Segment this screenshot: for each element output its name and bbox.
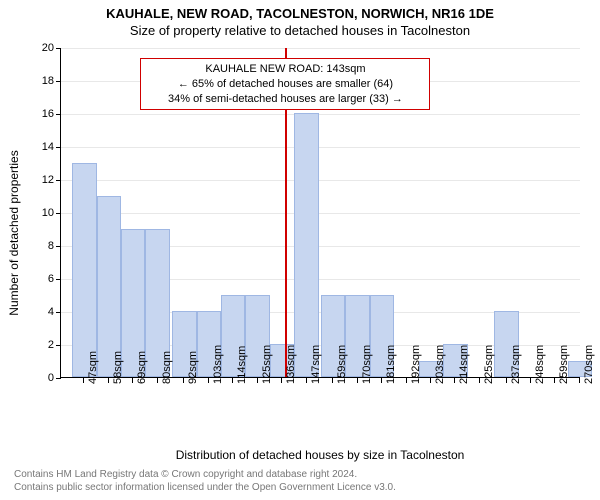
xtick-label: 237sqm — [510, 345, 522, 384]
xtick-label: 114sqm — [236, 346, 248, 384]
xtick-label: 225sqm — [483, 345, 495, 384]
callout-line3: 34% of semi-detached houses are larger (… — [147, 92, 423, 107]
xtick-mark — [183, 378, 184, 383]
xtick-mark — [83, 378, 84, 383]
xtick-mark — [554, 378, 555, 383]
ytick-label: 16 — [24, 108, 54, 120]
ytick-label: 2 — [24, 339, 54, 351]
ytick-mark — [56, 213, 61, 214]
y-axis-label: Number of detached properties — [7, 150, 21, 315]
ytick-label: 14 — [24, 141, 54, 153]
xtick-label: 181sqm — [385, 345, 397, 384]
xtick-mark — [406, 378, 407, 383]
ytick-label: 6 — [24, 273, 54, 285]
xtick-mark — [332, 378, 333, 383]
ytick-mark — [56, 114, 61, 115]
callout-line1: KAUHALE NEW ROAD: 143sqm — [147, 62, 423, 77]
xtick-label: 147sqm — [310, 345, 322, 384]
xtick-label: 136sqm — [285, 345, 297, 384]
ytick-label: 10 — [24, 207, 54, 219]
xtick-mark — [479, 378, 480, 383]
xtick-label: 125sqm — [261, 345, 273, 384]
ytick-label: 18 — [24, 75, 54, 87]
ytick-mark — [56, 180, 61, 181]
callout-line2: ← 65% of detached houses are smaller (64… — [147, 77, 423, 92]
page-subtitle: Size of property relative to detached ho… — [0, 21, 600, 38]
histogram-bar — [72, 163, 96, 378]
ytick-label: 12 — [24, 174, 54, 186]
ytick-mark — [56, 345, 61, 346]
xtick-label: 259sqm — [558, 345, 570, 384]
histogram-chart: Number of detached properties KAUHALE NE… — [60, 48, 580, 418]
xtick-mark — [232, 378, 233, 383]
ytick-mark — [56, 279, 61, 280]
ytick-label: 4 — [24, 306, 54, 318]
xtick-mark — [381, 378, 382, 383]
xtick-mark — [530, 378, 531, 383]
xtick-label: 192sqm — [410, 345, 422, 384]
ytick-label: 8 — [24, 240, 54, 252]
xtick-label: 92sqm — [187, 351, 199, 384]
ytick-label: 20 — [24, 42, 54, 54]
xtick-mark — [108, 378, 109, 383]
ytick-mark — [56, 312, 61, 313]
footer-attribution: Contains HM Land Registry data © Crown c… — [14, 469, 396, 494]
callout-box: KAUHALE NEW ROAD: 143sqm ← 65% of detach… — [140, 58, 430, 111]
xtick-mark — [132, 378, 133, 383]
xtick-label: 69sqm — [136, 351, 148, 384]
xtick-mark — [506, 378, 507, 383]
xtick-label: 170sqm — [361, 345, 373, 384]
xtick-mark — [306, 378, 307, 383]
xtick-label: 203sqm — [434, 345, 446, 384]
x-axis-label: Distribution of detached houses by size … — [176, 448, 465, 462]
footer-line2: Contains public sector information licen… — [14, 482, 396, 495]
xtick-mark — [257, 378, 258, 383]
ytick-mark — [56, 81, 61, 82]
ytick-mark — [56, 48, 61, 49]
ytick-mark — [56, 147, 61, 148]
xtick-mark — [579, 378, 580, 383]
plot-area: KAUHALE NEW ROAD: 143sqm ← 65% of detach… — [60, 48, 580, 378]
xtick-label: 103sqm — [212, 345, 224, 384]
xtick-mark — [208, 378, 209, 383]
xtick-label: 58sqm — [112, 351, 124, 384]
footer-line1: Contains HM Land Registry data © Crown c… — [14, 469, 396, 482]
xtick-label: 248sqm — [534, 345, 546, 384]
xtick-mark — [430, 378, 431, 383]
xtick-mark — [157, 378, 158, 383]
xtick-mark — [454, 378, 455, 383]
ytick-mark — [56, 246, 61, 247]
xtick-mark — [357, 378, 358, 383]
xtick-label: 159sqm — [336, 345, 348, 384]
ytick-mark — [56, 378, 61, 379]
ytick-label: 0 — [24, 372, 54, 384]
histogram-bar — [97, 196, 121, 378]
page-title: KAUHALE, NEW ROAD, TACOLNESTON, NORWICH,… — [0, 0, 600, 21]
xtick-label: 270sqm — [583, 345, 595, 384]
xtick-label: 214sqm — [458, 345, 470, 384]
xtick-label: 47sqm — [87, 351, 99, 384]
histogram-bar — [294, 113, 318, 377]
xtick-label: 80sqm — [161, 351, 173, 384]
xtick-mark — [281, 378, 282, 383]
